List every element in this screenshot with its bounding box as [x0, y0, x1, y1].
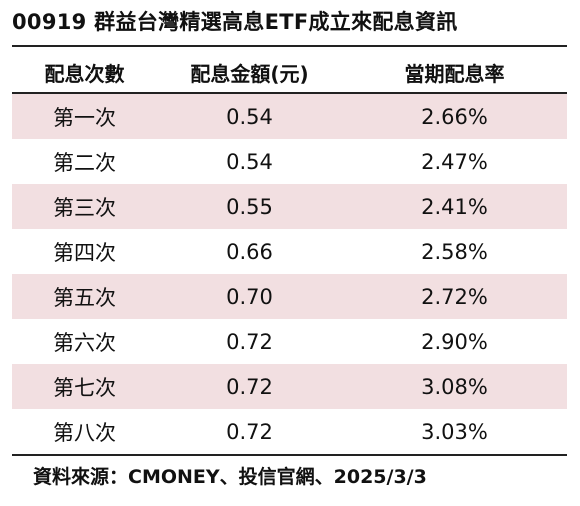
dividend-count-cell: 第四次 — [53, 240, 116, 265]
dividend-count-cell: 第六次 — [53, 330, 116, 355]
table-header-row: 配息次數 配息金額(元) 當期配息率 — [12, 52, 567, 92]
table-row: 第五次 0.70 2.72% — [12, 274, 567, 319]
dividend-amount-cell: 0.55 — [226, 194, 273, 219]
dividend-yield-cell: 3.03% — [421, 419, 488, 444]
dividend-yield-cell: 2.41% — [421, 194, 488, 219]
dividend-count-cell: 第五次 — [53, 285, 116, 310]
table-row: 第六次 0.72 2.90% — [12, 319, 567, 364]
page-title: 00919 群益台灣精選高息ETF成立來配息資訊 — [12, 10, 458, 34]
source-note: 資料來源：CMONEY、投信官網、2025/3/3 — [33, 466, 427, 488]
dividend-amount-cell: 0.70 — [226, 284, 273, 309]
title-divider — [12, 45, 567, 47]
table-row: 第四次 0.66 2.58% — [12, 229, 567, 274]
dividend-yield-cell: 2.47% — [421, 149, 488, 174]
table-row: 第七次 0.72 3.08% — [12, 364, 567, 409]
header-dividend-count: 配息次數 — [44, 61, 125, 86]
header-dividend-yield: 當期配息率 — [404, 61, 505, 86]
dividend-yield-cell: 2.72% — [421, 284, 488, 309]
table-row: 第三次 0.55 2.41% — [12, 184, 567, 229]
table-bottom-divider — [12, 454, 567, 456]
dividend-count-cell: 第一次 — [53, 105, 116, 130]
dividend-amount-cell: 0.54 — [226, 104, 273, 129]
dividend-amount-cell: 0.66 — [226, 239, 273, 264]
table-row: 第二次 0.54 2.47% — [12, 139, 567, 184]
dividend-yield-cell: 3.08% — [421, 374, 488, 399]
dividend-yield-cell: 2.58% — [421, 239, 488, 264]
header-dividend-amount: 配息金額(元) — [190, 61, 309, 86]
dividend-yield-cell: 2.66% — [421, 104, 488, 129]
dividend-count-cell: 第八次 — [53, 420, 116, 445]
dividend-count-cell: 第七次 — [53, 375, 116, 400]
dividend-count-cell: 第三次 — [53, 195, 116, 220]
dividend-amount-cell: 0.72 — [226, 419, 273, 444]
header-divider — [12, 92, 567, 94]
dividend-table: 配息次數 配息金額(元) 當期配息率 第一次 0.54 2.66% 第二次 0.… — [12, 52, 567, 456]
dividend-amount-cell: 0.54 — [226, 149, 273, 174]
dividend-amount-cell: 0.72 — [226, 329, 273, 354]
dividend-amount-cell: 0.72 — [226, 374, 273, 399]
table-row: 第八次 0.72 3.03% — [12, 409, 567, 454]
dividend-count-cell: 第二次 — [53, 150, 116, 175]
table-row: 第一次 0.54 2.66% — [12, 94, 567, 139]
dividend-yield-cell: 2.90% — [421, 329, 488, 354]
